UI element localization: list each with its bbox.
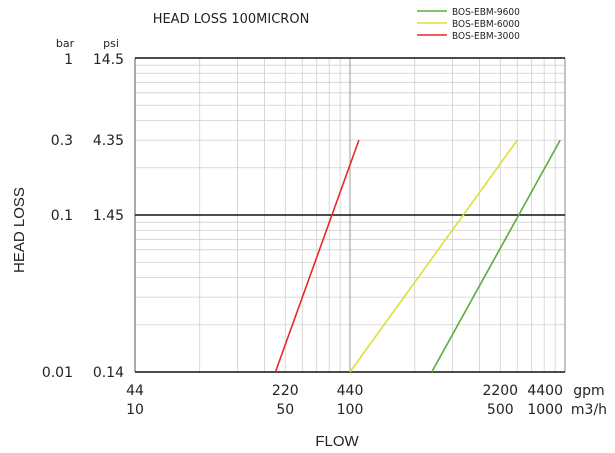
x-unit-gpm: gpm [573,383,604,399]
x-tick-label-m3h: 500 [487,402,514,418]
x-unit-m3h: m3/h [571,402,607,418]
x-tick-label-gpm: 44 [126,383,144,399]
y-axis-title: HEAD LOSS [11,187,28,273]
y-unit-bar: bar [56,37,75,50]
series-line [349,139,518,373]
chart-title: HEAD LOSS 100MICRON [153,12,310,27]
y-tick-label-psi: 0.14 [93,365,124,381]
x-tick-label-m3h: 50 [276,402,294,418]
x-tick-label-m3h: 10 [126,402,144,418]
y-tick-labels: 1 14.5 0.3 4.35 0.1 1.45 0.01 0.14 [42,52,124,381]
x-tick-label-m3h: 100 [337,402,364,418]
y-tick-label-bar: 0.3 [51,133,73,149]
y-tick-label-psi: 4.35 [93,133,124,149]
y-unit-psi: psi [103,37,119,50]
x-axis-title: FLOW [315,433,359,450]
series-layer [274,139,561,373]
x-tick-label-gpm: 4400 [527,383,563,399]
y-tick-label-bar: 1 [64,52,73,68]
y-tick-label-psi: 14.5 [93,52,124,68]
legend-label: BOS-EBM-3000 [452,31,520,42]
x-tick-label-m3h: 1000 [527,402,563,418]
x-tick-label-gpm: 2200 [482,383,518,399]
y-tick-label-bar: 0.1 [51,208,73,224]
y-tick-label-psi: 1.45 [93,208,124,224]
legend-label: BOS-EBM-9600 [452,7,520,18]
x-tick-label-gpm: 440 [337,383,364,399]
x-tick-labels: 44 10 220 50 440 100 2200 500 4400 1000 [126,383,563,418]
series-line [274,139,360,373]
y-tick-label-bar: 0.01 [42,365,73,381]
x-tick-label-gpm: 220 [272,383,299,399]
series-line [431,139,561,373]
legend-label: BOS-EBM-6000 [452,19,520,30]
